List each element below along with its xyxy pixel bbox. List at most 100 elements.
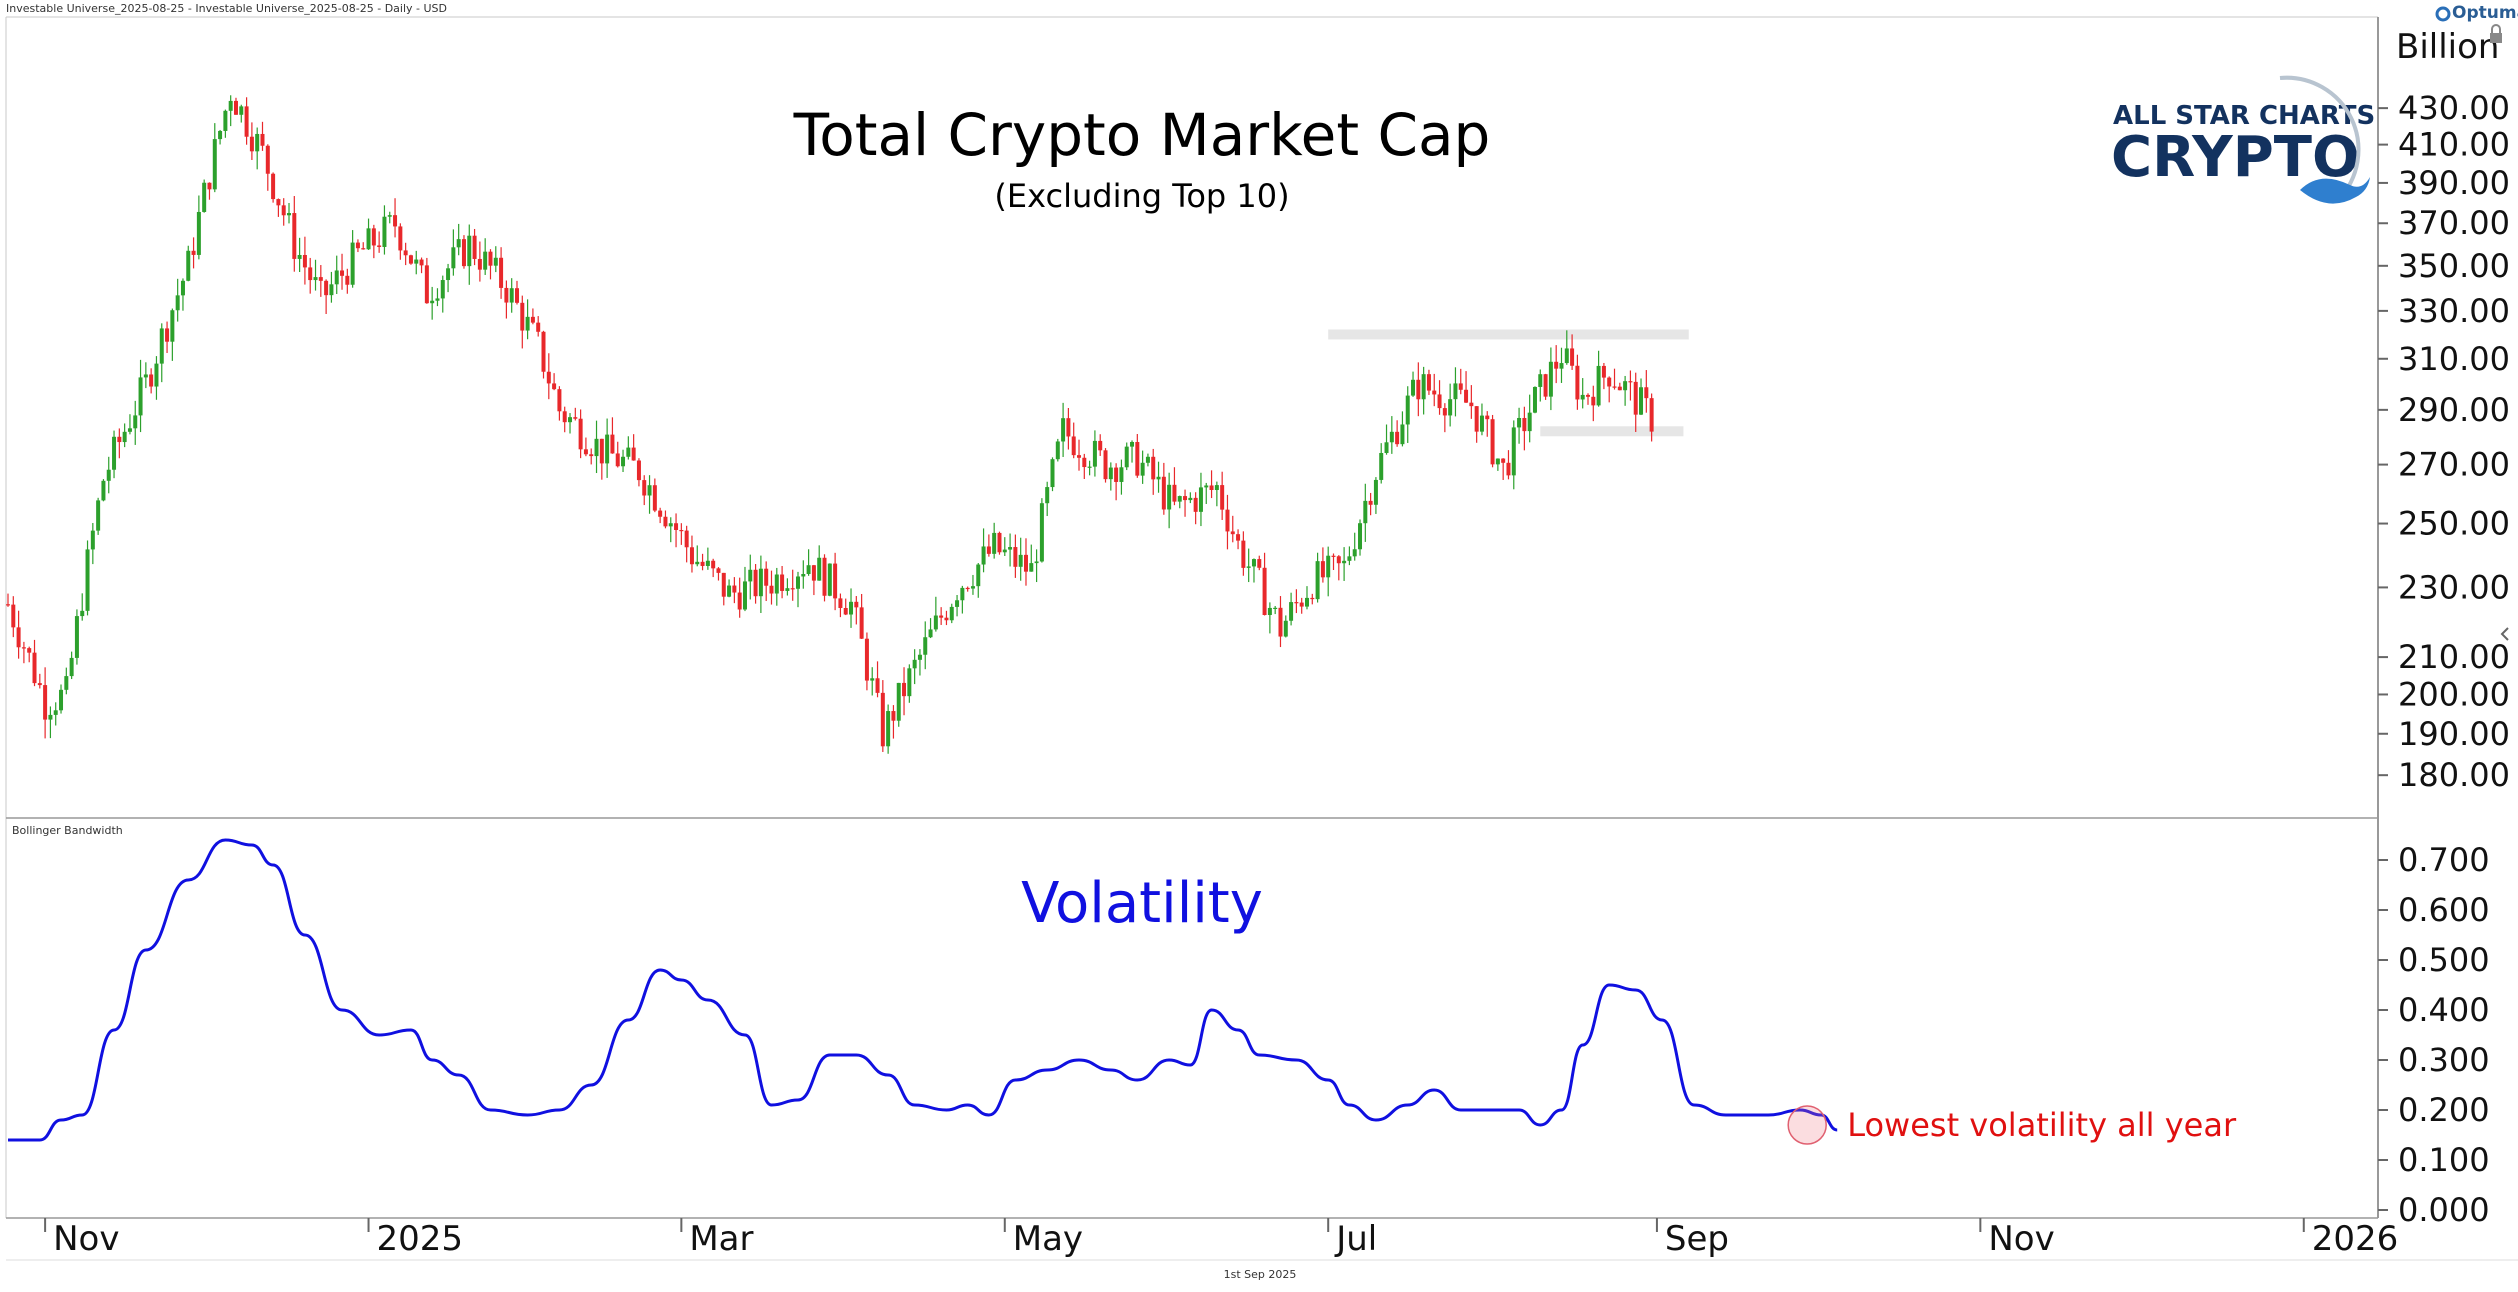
candle (1077, 439, 1082, 471)
candle-body (1108, 467, 1113, 480)
candle-body (1278, 607, 1283, 637)
candle-body (202, 182, 207, 212)
price-tick-label: 230.00 (2398, 568, 2510, 606)
candle-body (626, 447, 631, 457)
volatility-tick-label: 0.500 (2398, 941, 2490, 979)
candle (1124, 442, 1129, 471)
price-tick-label: 250.00 (2398, 505, 2510, 543)
candle (695, 545, 700, 567)
candle-body (472, 235, 477, 259)
candle-body (1639, 387, 1644, 415)
candle (864, 632, 869, 691)
candle-body (1617, 386, 1622, 391)
candle (271, 172, 276, 203)
candle-body (329, 284, 334, 296)
candle (1506, 450, 1511, 480)
candle (737, 577, 742, 618)
candle (477, 241, 482, 282)
candle-body (96, 500, 101, 531)
candle (674, 513, 679, 548)
candle (530, 308, 535, 325)
candle (1490, 414, 1495, 468)
candle-body (870, 678, 875, 681)
candle-body (949, 606, 954, 621)
candle-body (939, 615, 944, 618)
candle-body (1061, 418, 1066, 442)
candle-body (74, 616, 79, 658)
candle-body (509, 288, 514, 303)
candle (11, 596, 16, 638)
candle-body (1628, 381, 1633, 383)
candle (1013, 534, 1018, 578)
candle-body (165, 328, 170, 342)
logo-arc (2279, 75, 2361, 202)
candle (21, 641, 26, 664)
candle (1384, 424, 1389, 455)
candle (1278, 596, 1283, 648)
candle (1580, 378, 1585, 409)
candle (96, 497, 101, 535)
candle (302, 236, 307, 285)
candle (1066, 407, 1071, 450)
candle (175, 278, 180, 322)
candle (393, 198, 398, 238)
candle-body (541, 331, 546, 372)
candle-body (1273, 607, 1278, 610)
candle (960, 585, 965, 614)
candle-body (159, 328, 164, 364)
candle-body (631, 447, 636, 461)
candle-body (1442, 408, 1447, 416)
candle-body (642, 480, 647, 496)
candle-body (59, 689, 64, 711)
candle (1633, 372, 1638, 432)
price-tick-label: 190.00 (2398, 715, 2510, 753)
candle-body (1474, 406, 1479, 432)
candle-body (1299, 602, 1304, 607)
candle (276, 198, 281, 217)
candle (361, 242, 366, 250)
candle (1644, 370, 1649, 413)
lock-icon[interactable] (2490, 24, 2502, 43)
candle-body (907, 668, 912, 697)
candle (811, 564, 816, 596)
candle-body (615, 453, 620, 467)
candle (1548, 347, 1553, 411)
candle (1442, 403, 1447, 433)
candle (308, 257, 313, 294)
collapse-arrow-icon[interactable] (2500, 627, 2509, 641)
candle (69, 651, 74, 680)
candle (287, 202, 292, 224)
candle (955, 595, 960, 617)
volatility-tick-label: 0.000 (2398, 1191, 2490, 1229)
candle (440, 275, 445, 313)
candle (467, 224, 472, 285)
candle (223, 109, 228, 138)
candle (1326, 546, 1331, 597)
candle (1183, 489, 1188, 517)
candle (483, 238, 488, 275)
candle-body (1570, 348, 1575, 366)
volatility-y-ticks: 0.700 0.600 0.500 0.400 0.300 0.200 0.100 0.000 (2378, 841, 2490, 1229)
candle-body (255, 133, 260, 152)
candle (334, 255, 339, 294)
candle-body (806, 565, 811, 575)
candle (170, 308, 175, 361)
candle-body (1029, 563, 1034, 572)
candle (408, 254, 413, 265)
candle-body (679, 529, 684, 532)
candle-body (1554, 361, 1559, 369)
candle (1045, 481, 1050, 517)
candle-body (1246, 566, 1251, 568)
candle (249, 122, 254, 161)
candle (456, 223, 461, 256)
candle-body (1559, 363, 1564, 369)
candle (1209, 470, 1214, 499)
chart-subtitle: (Excluding Top 10) (994, 177, 1289, 215)
candle (1448, 383, 1453, 427)
candle (1649, 393, 1654, 442)
candle-body (1591, 396, 1596, 406)
candle (615, 441, 620, 468)
candle-body (80, 610, 85, 617)
candle (1002, 537, 1007, 557)
candle (1119, 459, 1124, 495)
